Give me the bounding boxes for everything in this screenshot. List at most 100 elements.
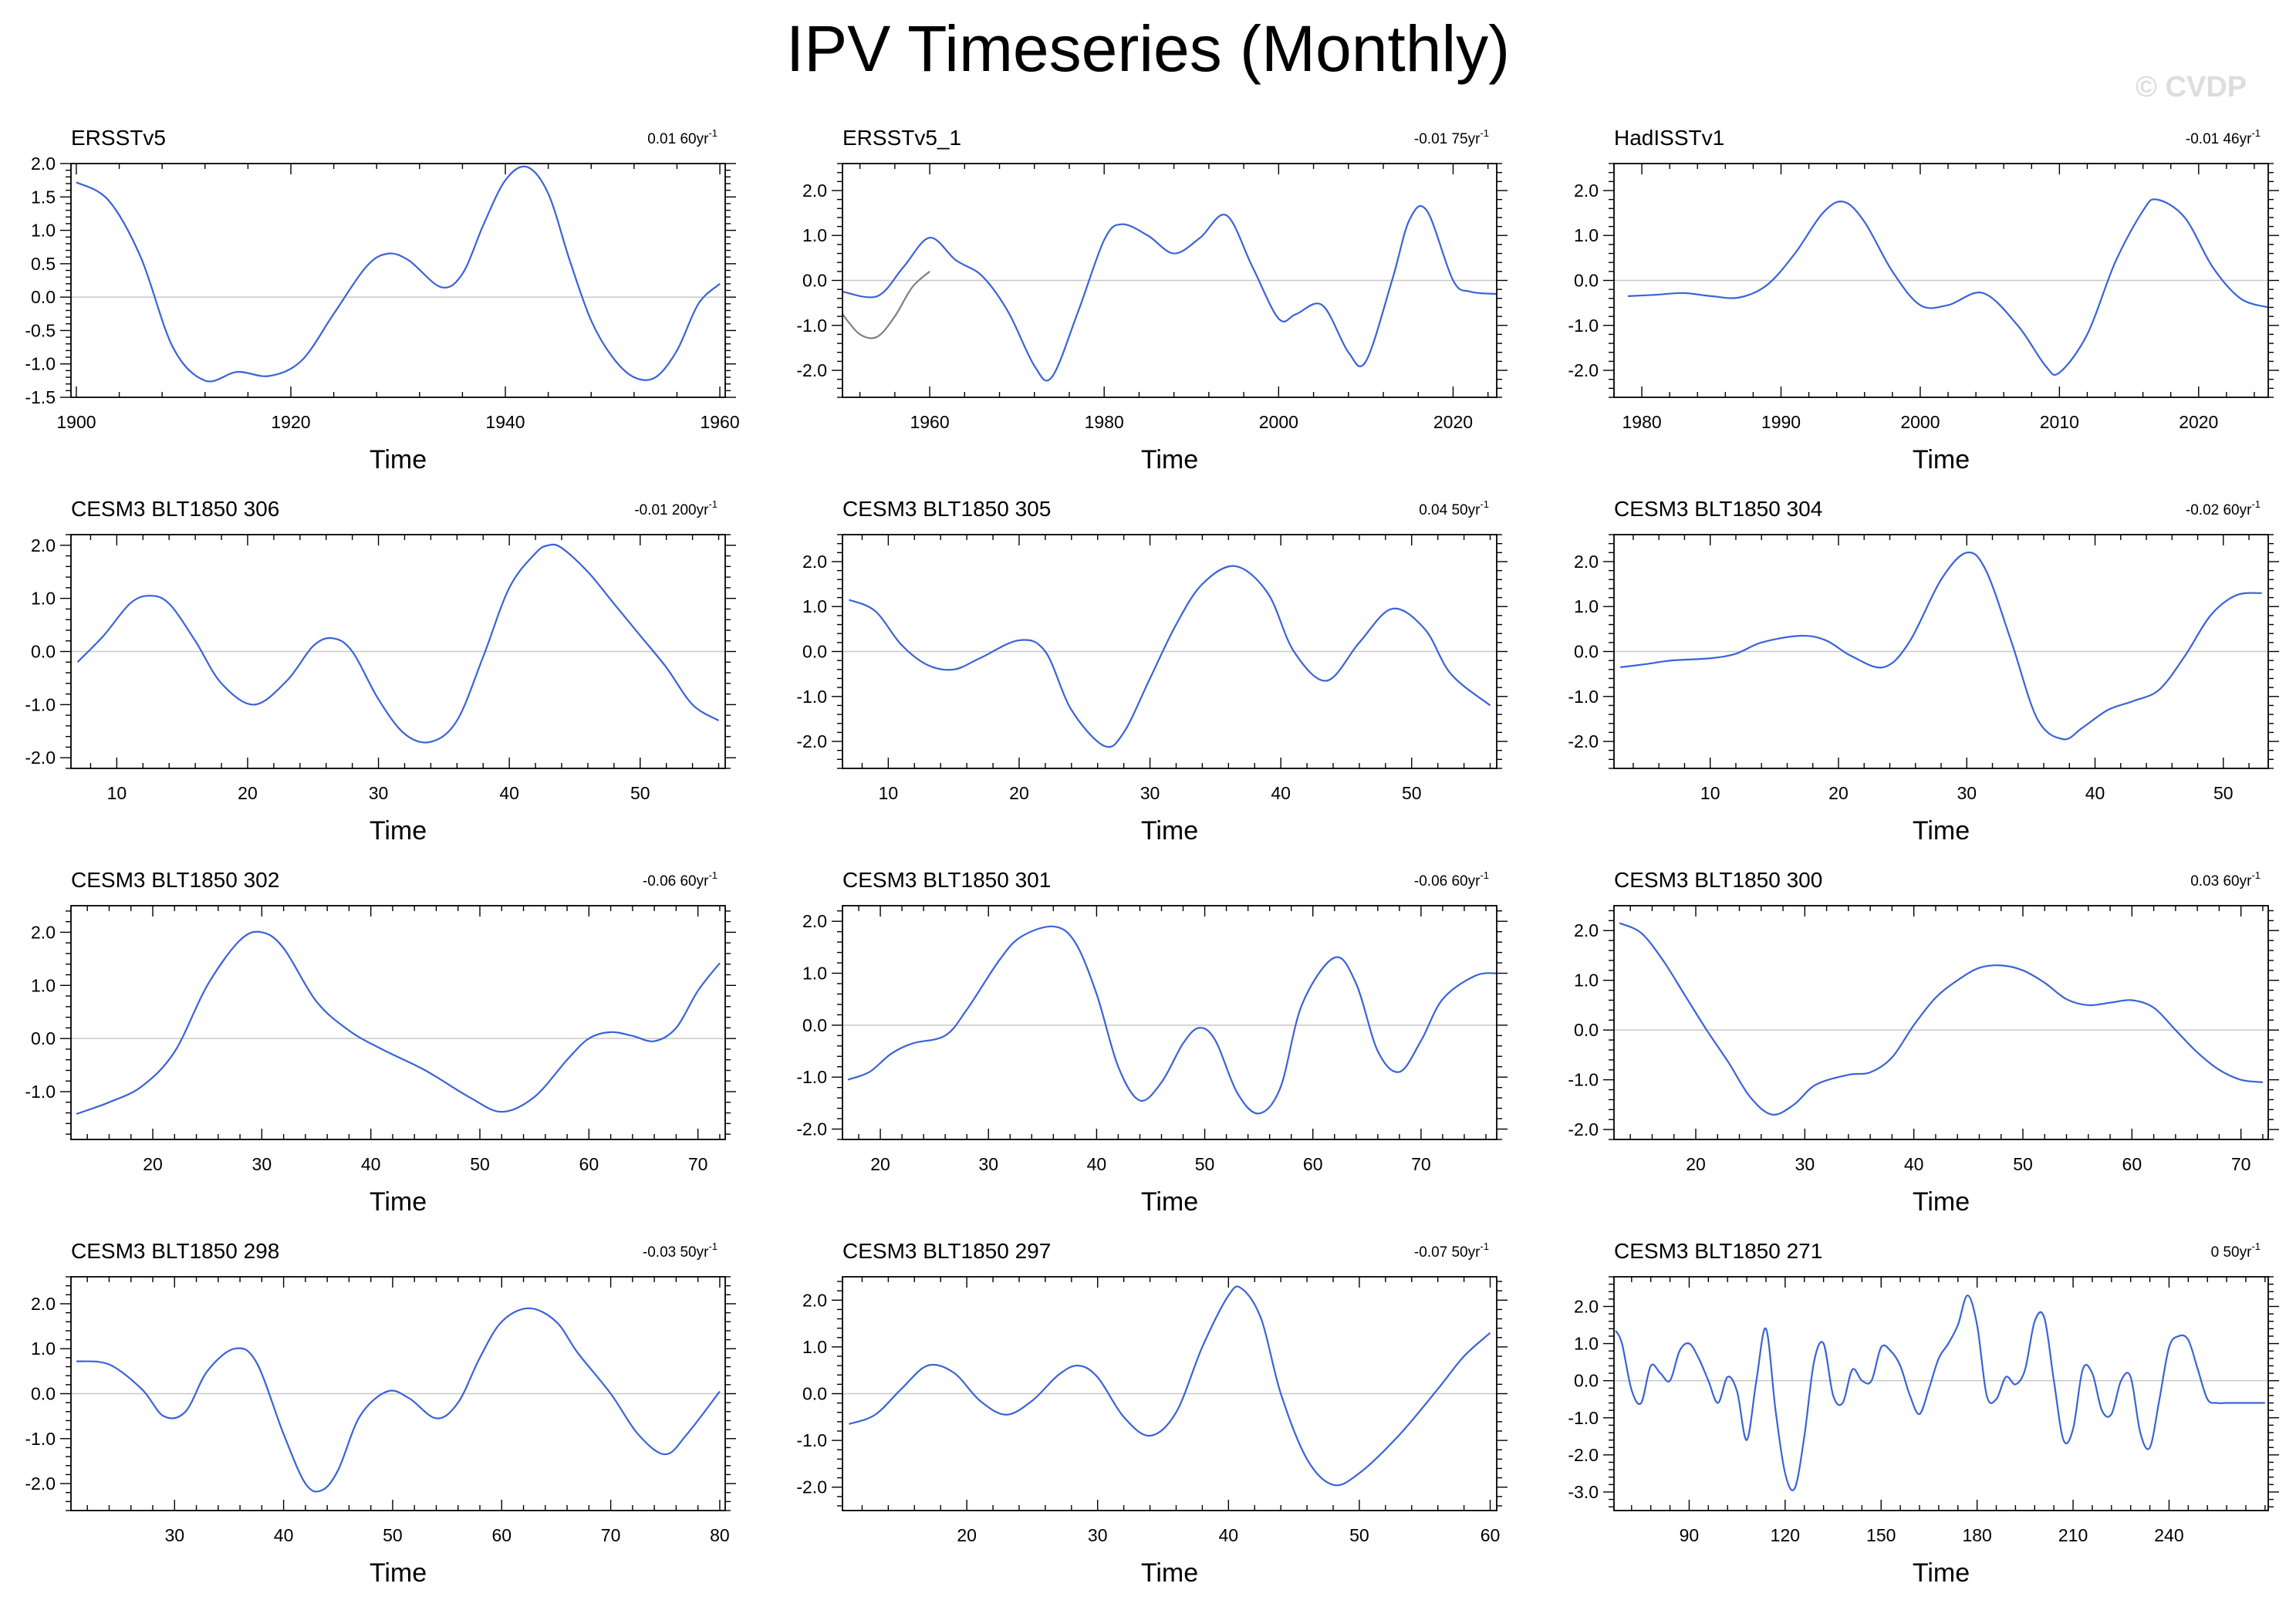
y-tick-label: 0.0 [31, 287, 56, 307]
trend-label: -0.06 60yr-1 [643, 869, 718, 890]
y-tick-label: 1.0 [802, 596, 827, 616]
y-tick-label: -1.0 [1568, 687, 1599, 707]
y-tick-label: 0.5 [31, 254, 56, 274]
y-tick-label: 1.0 [802, 964, 827, 984]
y-tick-label: 1.0 [31, 221, 56, 241]
x-tick-label: 40 [1904, 1154, 1924, 1174]
y-tick-label: 2.0 [1574, 552, 1599, 572]
y-tick-label: 1.0 [31, 975, 56, 995]
y-tick-label: 2.0 [1574, 1296, 1599, 1316]
y-tick-label: 1.0 [31, 589, 56, 609]
y-tick-label: 2.0 [1574, 920, 1599, 940]
panel-8: CESM3 BLT1850 301 -0.06 60yr-1 20 30 40 50 60 7… [796, 868, 1508, 1217]
x-tick-label: 40 [1087, 1154, 1107, 1174]
y-tick-label: 2.0 [31, 154, 56, 174]
x-axis-label: Time [1141, 445, 1198, 474]
y-tick-label: -2.0 [25, 1474, 56, 1494]
series-line-ipv [76, 930, 721, 1115]
plot-frame [842, 905, 1497, 1140]
y-tick-label: -2.0 [1568, 360, 1599, 380]
trend-superscript: -1 [708, 498, 718, 510]
trend-value: -0.06 60yr [1414, 873, 1481, 890]
x-tick-label: 2000 [1259, 412, 1298, 432]
trend-label: -0.01 200yr-1 [634, 498, 718, 518]
plot-frame [1613, 1276, 2269, 1511]
y-tick-label: -1.0 [1568, 316, 1599, 336]
trend-superscript: -1 [1480, 498, 1489, 510]
y-tick-label: 2.0 [31, 1294, 56, 1314]
y-tick-label: -1.0 [796, 687, 827, 707]
series-line-ipv [847, 925, 1497, 1115]
y-tick-label: 1.5 [31, 187, 56, 207]
x-tick-label: 60 [2122, 1154, 2142, 1174]
x-tick-label: 2010 [2040, 412, 2079, 432]
x-tick-label: 60 [1481, 1525, 1501, 1545]
panel-6: CESM3 BLT1850 304 -0.02 60yr-1 10 20 30 40 50 -… [1568, 497, 2279, 846]
panel-title: CESM3 BLT1850 298 [71, 1239, 279, 1263]
trend-superscript: -1 [1480, 869, 1489, 881]
y-tick-label: 2.0 [31, 535, 56, 555]
x-tick-label: 40 [1271, 783, 1291, 803]
y-tick-label: -2.0 [796, 1477, 827, 1497]
y-tick-label: -1.0 [796, 1430, 827, 1450]
trend-superscript: -1 [708, 869, 718, 881]
x-tick-label: 50 [2013, 1154, 2033, 1174]
x-tick-label: 2020 [1433, 412, 1473, 432]
trend-value: -0.02 60yr [2186, 502, 2252, 518]
y-tick-label: 0.0 [1574, 642, 1599, 662]
trend-label: -0.01 75yr-1 [1414, 127, 1489, 147]
x-tick-label: 60 [491, 1525, 512, 1545]
y-tick-label: -2.0 [796, 1119, 827, 1139]
x-axis-label: Time [1913, 816, 1970, 846]
x-axis-label: Time [370, 1187, 427, 1217]
trend-value: -0.06 60yr [643, 873, 709, 890]
y-tick-label: -1.0 [25, 1082, 56, 1102]
panel-5: CESM3 BLT1850 305 0.04 50yr-1 10 20 30 40 50 -2… [796, 497, 1508, 846]
x-tick-label: 1900 [56, 412, 96, 432]
plot-frame [70, 905, 726, 1140]
trend-label: -0.03 50yr-1 [643, 1241, 718, 1261]
trend-value: 0.03 60yr [2190, 873, 2252, 890]
trend-value: -0.07 50yr [1414, 1244, 1481, 1261]
trend-label: 0.01 60yr-1 [647, 127, 718, 147]
x-tick-label: 1920 [271, 412, 310, 432]
y-tick-label: 0.0 [802, 1384, 827, 1404]
y-tick-label: -1.0 [1568, 1408, 1599, 1428]
x-tick-label: 70 [2231, 1154, 2251, 1174]
trend-label: 0.03 60yr-1 [2190, 869, 2261, 890]
x-tick-label: 20 [870, 1154, 890, 1174]
trend-superscript: -1 [1480, 1241, 1489, 1252]
y-tick-label: -2.0 [1568, 731, 1599, 751]
panel-title: ERSSTv5_1 [842, 126, 961, 150]
x-axis-label: Time [370, 816, 427, 846]
y-tick-label: 2.0 [1574, 181, 1599, 201]
y-tick-label: 1.0 [1574, 596, 1599, 616]
panel-2: ERSSTv5_1 -0.01 75yr-1 1960 1980 2000 2020 -2.… [796, 126, 1508, 474]
plot-frame [1613, 905, 2269, 1140]
panel-title: ERSSTv5 [71, 126, 166, 150]
x-tick-label: 210 [2058, 1525, 2088, 1545]
panel-title: CESM3 BLT1850 301 [842, 868, 1051, 892]
y-tick-label: 0.0 [1574, 1020, 1599, 1040]
y-tick-label: 0.0 [802, 642, 827, 662]
panel-title: CESM3 BLT1850 306 [71, 497, 279, 521]
series-line-ipv [1620, 551, 2262, 741]
series-line-ipv [1627, 198, 2268, 376]
panel-title: CESM3 BLT1850 304 [1614, 497, 1822, 521]
y-tick-label: -2.0 [25, 748, 56, 768]
x-axis-label: Time [1141, 1558, 1198, 1588]
x-tick-label: 120 [1771, 1525, 1800, 1545]
y-tick-label: -1.0 [796, 1067, 827, 1087]
panel-12: CESM3 BLT1850 271 0 50yr-1 90 120 150 180 210 2… [1568, 1239, 2279, 1588]
x-tick-label: 50 [383, 1525, 403, 1545]
x-tick-label: 40 [2085, 783, 2105, 803]
x-tick-label: 20 [143, 1154, 163, 1174]
series-line-ipv [1619, 922, 2264, 1116]
series-line-ipv [76, 165, 721, 383]
panel-11: CESM3 BLT1850 297 -0.07 50yr-1 20 30 40 50 60 -… [796, 1239, 1508, 1588]
trend-label: -0.01 46yr-1 [2186, 127, 2261, 147]
x-tick-label: 10 [1700, 783, 1720, 803]
x-axis-label: Time [370, 445, 427, 474]
x-tick-label: 60 [579, 1154, 599, 1174]
x-tick-label: 90 [1680, 1525, 1700, 1545]
